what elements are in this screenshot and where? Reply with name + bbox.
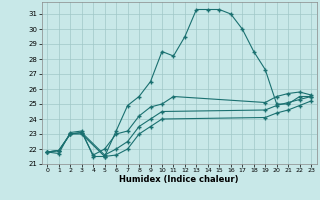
X-axis label: Humidex (Indice chaleur): Humidex (Indice chaleur) [119, 175, 239, 184]
